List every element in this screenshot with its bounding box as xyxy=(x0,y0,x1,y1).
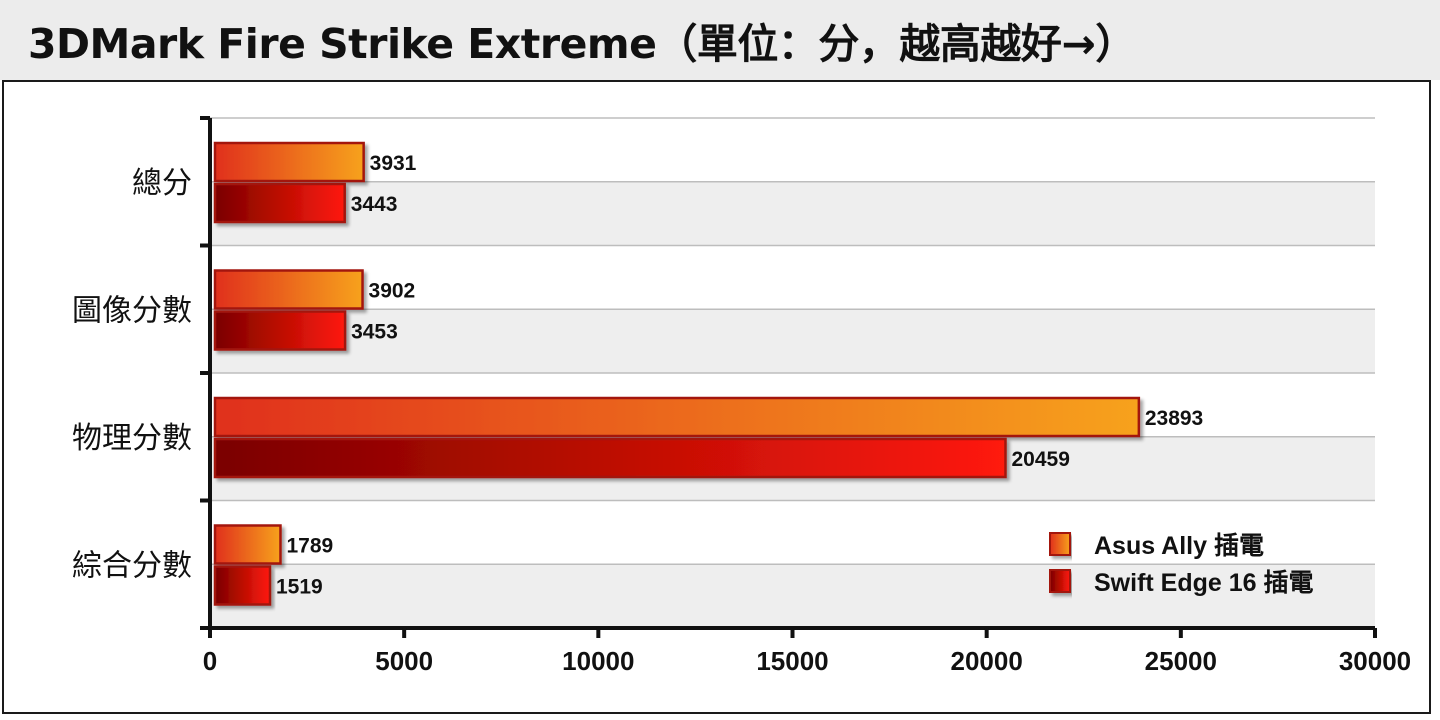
bar xyxy=(213,565,272,606)
band-shade xyxy=(210,181,1375,246)
x-tick-label: 0 xyxy=(203,646,217,676)
x-tick-label: 30000 xyxy=(1339,646,1411,676)
title-bar: 3DMark Fire Strike Extreme（單位：分，越高越好→） xyxy=(0,0,1440,80)
bar xyxy=(213,396,1141,438)
legend-swatch xyxy=(1049,532,1071,556)
labels: 3931 3902 23893 1789 3443 3453 20459 1519 0 5000 1… xyxy=(72,152,1411,676)
bar xyxy=(213,269,364,310)
data-label: 1519 xyxy=(276,576,323,599)
legend: Asus Ally 插電 Swift Edge 16 插電 xyxy=(1049,532,1313,597)
category-label: 綜合分數 xyxy=(72,548,192,583)
bars xyxy=(213,141,1141,606)
legend-label: Swift Edge 16 插電 xyxy=(1094,569,1313,597)
chart-title: 3DMark Fire Strike Extreme（單位：分，越高越好→） xyxy=(28,20,1136,68)
data-label: 3931 xyxy=(370,152,417,175)
data-label: 3453 xyxy=(351,321,398,344)
category-label: 圖像分數 xyxy=(72,293,192,328)
x-tick-label: 5000 xyxy=(375,646,433,676)
bar xyxy=(213,310,347,351)
data-label: 1789 xyxy=(286,535,333,558)
bar xyxy=(213,437,1007,479)
data-label: 20459 xyxy=(1011,448,1069,471)
bar xyxy=(213,182,346,224)
x-tick-label: 15000 xyxy=(756,646,828,676)
data-label: 3443 xyxy=(351,193,398,216)
axes xyxy=(200,116,1377,638)
gridlines xyxy=(210,117,1375,565)
category-label: 總分 xyxy=(132,166,192,201)
bar xyxy=(213,524,282,565)
data-label: 23893 xyxy=(1145,407,1203,430)
data-label: 3902 xyxy=(369,280,416,303)
legend-swatch xyxy=(1049,569,1071,593)
legend-label: Asus Ally 插電 xyxy=(1094,532,1264,560)
x-tick-label: 20000 xyxy=(951,646,1023,676)
band-shade xyxy=(210,564,1375,628)
band-shade xyxy=(210,309,1375,373)
x-tick-label: 10000 xyxy=(562,646,634,676)
x-tick-label: 25000 xyxy=(1145,646,1217,676)
category-label: 物理分數 xyxy=(72,421,192,456)
bar xyxy=(213,141,365,183)
